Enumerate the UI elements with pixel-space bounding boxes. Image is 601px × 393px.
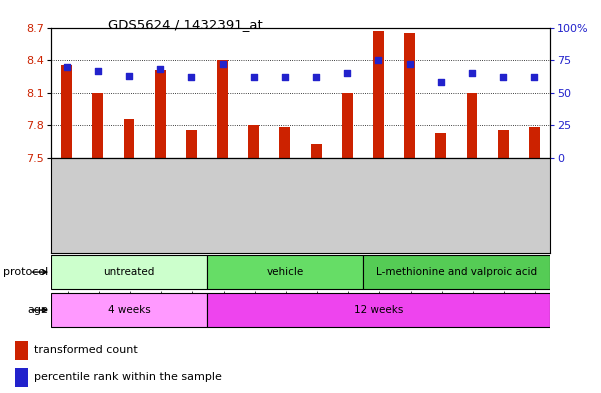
Bar [61, 64, 72, 158]
Point [467, 70, 477, 76]
Text: L-methionine and valproic acid: L-methionine and valproic acid [376, 267, 537, 277]
Point [311, 74, 321, 80]
Bar [93, 93, 103, 158]
Point [249, 74, 258, 80]
Text: vehicle: vehicle [266, 267, 304, 277]
Bar [435, 133, 447, 158]
Text: 4 weeks: 4 weeks [108, 305, 150, 315]
Bar [498, 130, 508, 158]
Point [280, 74, 290, 80]
Point [62, 64, 72, 70]
Bar [207, 255, 363, 289]
Bar [15, 341, 28, 360]
Text: protocol: protocol [3, 267, 48, 277]
Bar [404, 33, 415, 158]
Point [374, 57, 383, 63]
Point [529, 74, 539, 80]
Bar [15, 368, 28, 387]
Point [498, 74, 508, 80]
Text: untreated: untreated [103, 267, 154, 277]
Point [218, 61, 227, 67]
Point [405, 61, 415, 67]
Text: transformed count: transformed count [34, 345, 138, 355]
Bar [186, 130, 197, 158]
Bar [51, 293, 207, 327]
Bar [154, 70, 166, 158]
Bar [207, 293, 550, 327]
Bar [51, 255, 207, 289]
Bar [248, 125, 259, 158]
Bar [363, 255, 550, 289]
Point [186, 74, 196, 80]
Point [93, 68, 103, 74]
Point [124, 73, 134, 79]
Point [436, 79, 445, 86]
Bar [466, 93, 477, 158]
Bar [217, 60, 228, 158]
Point [156, 66, 165, 72]
Bar [311, 144, 322, 158]
Bar [124, 119, 135, 158]
Bar [279, 127, 290, 158]
Text: 12 weeks: 12 weeks [354, 305, 403, 315]
Bar [529, 127, 540, 158]
Bar [373, 31, 384, 158]
Text: age: age [27, 305, 48, 315]
Text: percentile rank within the sample: percentile rank within the sample [34, 373, 222, 382]
Text: GDS5624 / 1432391_at: GDS5624 / 1432391_at [108, 18, 263, 31]
Point [343, 70, 352, 76]
Bar [342, 93, 353, 158]
